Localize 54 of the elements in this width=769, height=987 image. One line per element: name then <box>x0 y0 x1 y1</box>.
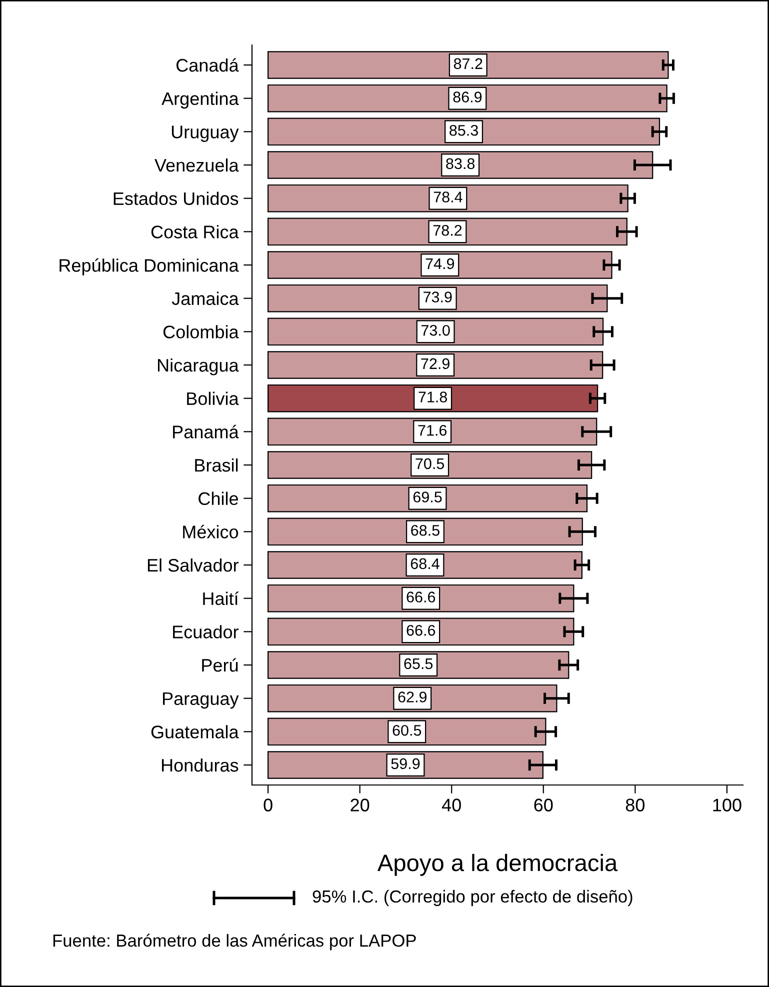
y-tick-label: Jamaica <box>172 292 239 306</box>
y-tick-label: Bolivia <box>187 392 239 406</box>
data-label: 78.4 <box>434 192 462 202</box>
x-tick-label: 80 <box>626 798 644 812</box>
data-label: 69.5 <box>413 492 442 502</box>
x-tick-label: 40 <box>442 798 461 812</box>
data-label: 74.9 <box>426 258 454 270</box>
y-tick-label: Ecuador <box>173 625 239 638</box>
y-tick-label: Chile <box>198 492 238 506</box>
y-tick-label: Guatemala <box>151 725 239 738</box>
y-tick-label: República Dominicana <box>60 258 239 276</box>
y-tick-label: Canadá <box>176 58 239 72</box>
data-label: 85.3 <box>450 124 478 136</box>
x-tick-label: 100 <box>713 798 742 812</box>
data-label: 66.6 <box>406 592 436 602</box>
data-label: 68.5 <box>411 524 440 536</box>
y-tick-label: México <box>183 524 238 538</box>
data-label: 78.2 <box>433 224 462 236</box>
data-label: 59.9 <box>391 758 420 770</box>
y-tick-label: Costa Rica <box>151 225 239 238</box>
x-tick-label: 20 <box>350 798 370 812</box>
x-axis-title: Apoyo a la democracia <box>377 854 618 876</box>
data-label: 73.0 <box>421 324 450 336</box>
data-label: 73.9 <box>424 292 452 302</box>
y-tick-label: Venezuela <box>154 158 239 172</box>
data-label: 62.9 <box>398 692 427 702</box>
data-label: 70.5 <box>416 458 444 470</box>
x-tick-label: 0 <box>264 798 272 812</box>
data-label: 66.6 <box>406 624 436 636</box>
y-tick-label: Haití <box>203 592 239 606</box>
data-label: 71.6 <box>418 424 447 436</box>
data-label: 87.2 <box>454 58 482 70</box>
data-label: 65.5 <box>404 658 433 670</box>
data-label: 72.9 <box>421 358 450 370</box>
y-tick-label: Uruguay <box>172 126 239 142</box>
data-label: 86.9 <box>453 92 482 102</box>
y-tick-label: Brasil <box>195 458 238 472</box>
data-label: 83.8 <box>446 158 475 170</box>
y-tick-label: Nicaragua <box>158 358 239 376</box>
y-tick-label: Estados Unidos <box>114 192 238 206</box>
y-tick-label: Colombia <box>163 325 239 338</box>
source-note: Fuente: Barómetro de las Américas por LAPOP <box>53 934 416 950</box>
data-label: 60.5 <box>392 724 422 736</box>
y-tick-label: Perú <box>202 658 238 672</box>
data-label: 71.8 <box>418 392 448 402</box>
data-label: 68.4 <box>410 558 440 570</box>
bar <box>268 51 669 79</box>
y-tick-label: Panamá <box>173 424 239 438</box>
x-tick-label: 60 <box>534 798 553 812</box>
text: 95% I.C. (Corregido por efecto de diseño) <box>312 890 632 906</box>
y-tick-label: Argentina <box>162 92 239 109</box>
y-tick-label: El Salvador <box>148 558 239 572</box>
y-tick-label: Honduras <box>162 758 238 772</box>
y-tick-label: Paraguay <box>163 692 239 709</box>
